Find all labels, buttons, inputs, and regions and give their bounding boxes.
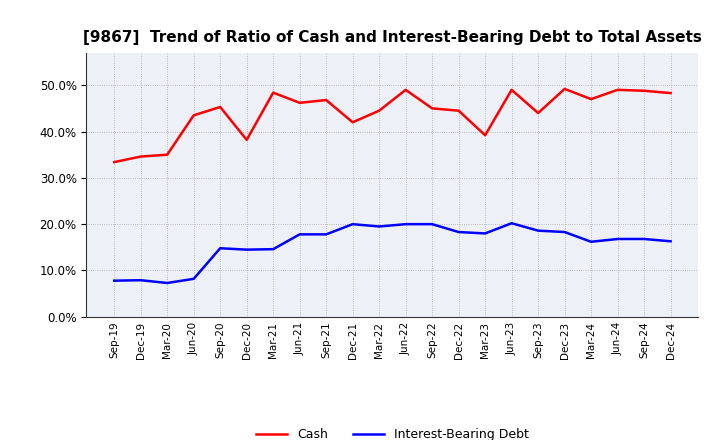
Cash bbox=[136, 154, 145, 159]
Cash bbox=[110, 159, 119, 165]
Line: Interest-Bearing Debt: Interest-Bearing Debt bbox=[114, 223, 670, 283]
Interest-Bearing Debt bbox=[613, 236, 622, 242]
Line: Cash: Cash bbox=[114, 89, 670, 162]
Interest-Bearing Debt bbox=[322, 232, 330, 237]
Interest-Bearing Debt bbox=[136, 278, 145, 283]
Cash bbox=[560, 86, 569, 92]
Cash bbox=[666, 91, 675, 96]
Cash bbox=[243, 137, 251, 143]
Title: [9867]  Trend of Ratio of Cash and Interest-Bearing Debt to Total Assets: [9867] Trend of Ratio of Cash and Intere… bbox=[83, 29, 702, 45]
Cash bbox=[428, 106, 436, 111]
Interest-Bearing Debt bbox=[110, 278, 119, 283]
Interest-Bearing Debt bbox=[243, 247, 251, 252]
Interest-Bearing Debt bbox=[640, 236, 649, 242]
Cash bbox=[375, 108, 384, 114]
Cash bbox=[163, 152, 171, 158]
Interest-Bearing Debt bbox=[216, 246, 225, 251]
Legend: Cash, Interest-Bearing Debt: Cash, Interest-Bearing Debt bbox=[251, 423, 534, 440]
Cash bbox=[295, 100, 304, 106]
Cash bbox=[269, 90, 277, 95]
Cash bbox=[322, 97, 330, 103]
Interest-Bearing Debt bbox=[508, 220, 516, 226]
Interest-Bearing Debt bbox=[481, 231, 490, 236]
Interest-Bearing Debt bbox=[189, 276, 198, 282]
Cash bbox=[508, 87, 516, 92]
Cash bbox=[640, 88, 649, 93]
Interest-Bearing Debt bbox=[454, 229, 463, 235]
Cash bbox=[534, 110, 542, 116]
Interest-Bearing Debt bbox=[534, 228, 542, 233]
Cash bbox=[401, 87, 410, 92]
Interest-Bearing Debt bbox=[163, 280, 171, 286]
Cash bbox=[216, 104, 225, 110]
Interest-Bearing Debt bbox=[560, 229, 569, 235]
Interest-Bearing Debt bbox=[401, 221, 410, 227]
Cash bbox=[348, 120, 357, 125]
Interest-Bearing Debt bbox=[375, 224, 384, 229]
Cash bbox=[481, 132, 490, 138]
Interest-Bearing Debt bbox=[269, 246, 277, 252]
Interest-Bearing Debt bbox=[295, 232, 304, 237]
Cash bbox=[587, 96, 595, 102]
Cash bbox=[454, 108, 463, 114]
Interest-Bearing Debt bbox=[428, 221, 436, 227]
Interest-Bearing Debt bbox=[348, 221, 357, 227]
Interest-Bearing Debt bbox=[666, 238, 675, 244]
Cash bbox=[613, 87, 622, 92]
Cash bbox=[189, 113, 198, 118]
Interest-Bearing Debt bbox=[587, 239, 595, 244]
